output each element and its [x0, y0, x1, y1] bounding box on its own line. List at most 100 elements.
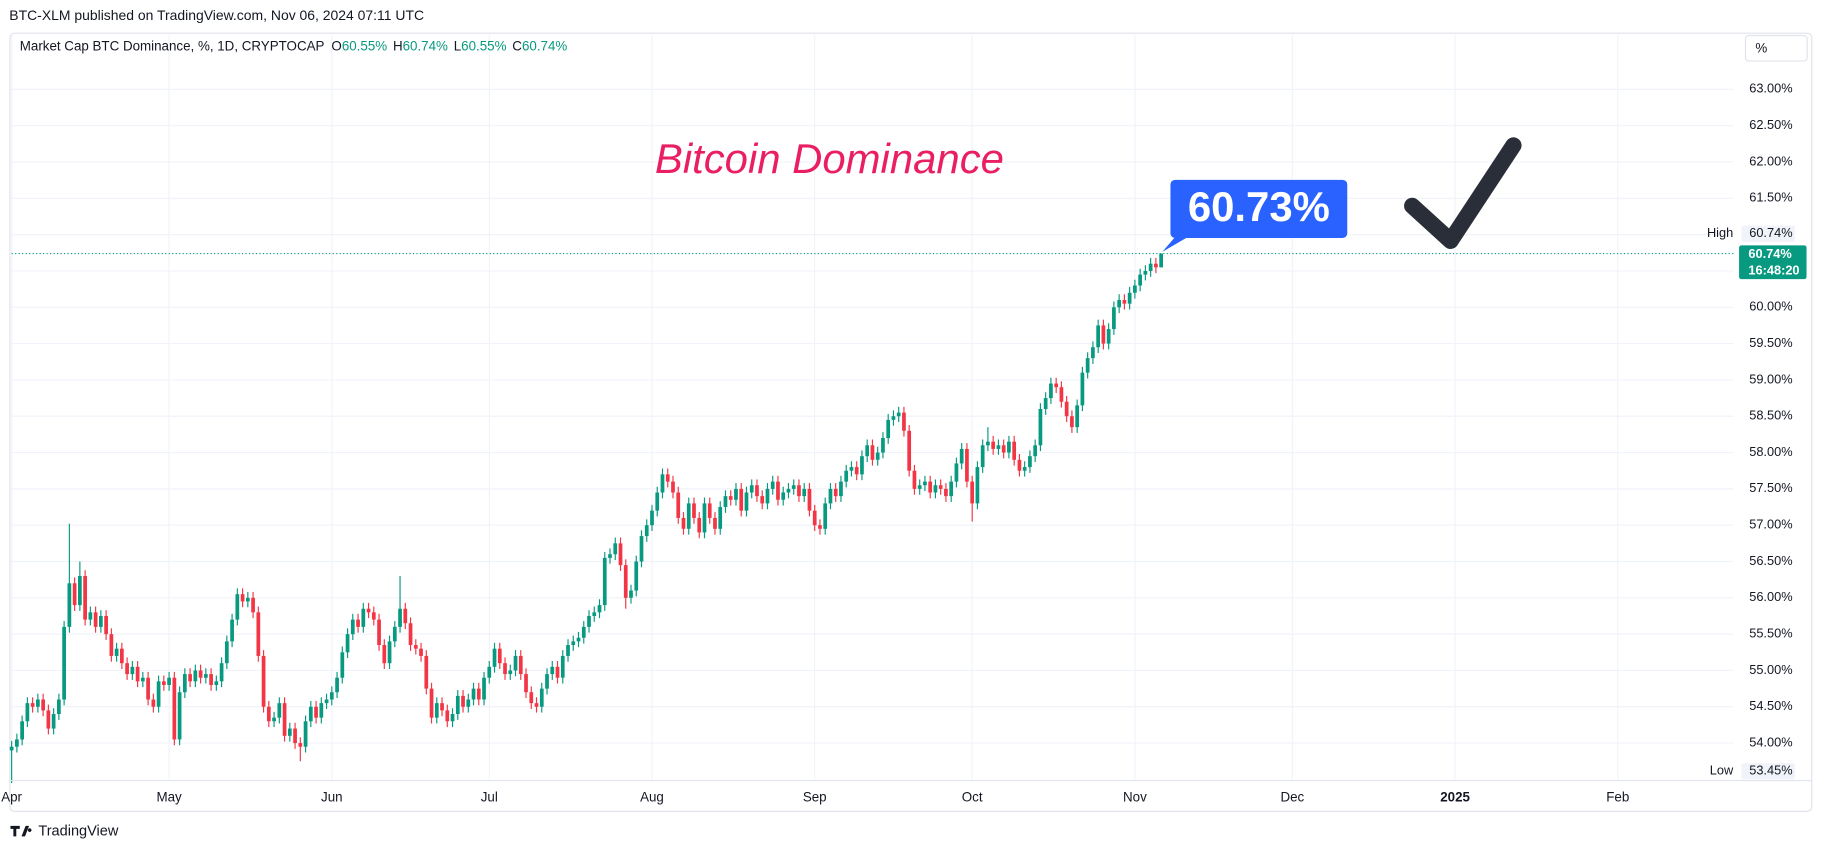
candle-body: [261, 655, 266, 707]
candle-body: [739, 488, 744, 511]
candle-body: [471, 688, 476, 700]
candle-body: [482, 677, 486, 700]
candle-body: [282, 703, 287, 736]
candle-body: [93, 612, 98, 627]
candle-body: [849, 467, 854, 471]
candle-body: [177, 692, 182, 740]
candle-body: [760, 496, 765, 504]
countdown: 16:48:20: [1748, 262, 1799, 277]
candle-body: [1054, 383, 1059, 388]
candle-body: [20, 721, 24, 740]
candle-body: [1143, 270, 1148, 275]
candle-body: [576, 637, 581, 642]
candle-body: [865, 445, 870, 457]
candle-body: [650, 510, 654, 526]
candle-body: [224, 641, 229, 664]
candle-body: [387, 641, 392, 664]
candle-body: [744, 492, 749, 511]
unit-button[interactable]: [1744, 34, 1808, 62]
candle-body: [608, 554, 612, 558]
candle-body: [78, 576, 82, 606]
candle-body: [592, 612, 597, 616]
footer-brand: TradingView: [38, 824, 118, 840]
candle-body: [912, 470, 917, 489]
candle-body: [692, 503, 696, 518]
candle-body: [807, 488, 812, 511]
candle-body: [30, 703, 35, 707]
candle-body: [1033, 445, 1038, 457]
candle-body: [571, 641, 576, 646]
candle-body: [1070, 416, 1074, 428]
candle-body: [140, 677, 145, 682]
candle-body: [450, 714, 455, 722]
candle-body: [644, 525, 649, 537]
candle-body: [335, 677, 339, 693]
candle-body: [413, 645, 418, 649]
unit-button-label[interactable]: %: [1755, 40, 1767, 55]
candle-body: [681, 517, 686, 529]
candle-body: [587, 615, 591, 627]
candle-body: [492, 648, 497, 667]
candle-body: [476, 688, 481, 700]
last-price-label: 60.74%: [1748, 246, 1792, 261]
candle-body: [786, 488, 791, 493]
candle-body: [550, 666, 555, 675]
candle-body: [287, 728, 292, 736]
legend-value: 60.55%: [461, 38, 506, 53]
candle-body: [833, 488, 838, 497]
y-tick-label: 57.00%: [1749, 517, 1792, 532]
candle-body: [172, 677, 177, 740]
last-price-box: [1739, 245, 1807, 280]
candle-body: [954, 463, 959, 482]
candle-body: [114, 648, 119, 656]
high-marker-text: High: [1707, 225, 1733, 240]
x-tick-label: Apr: [1, 790, 22, 805]
candle-body: [828, 488, 833, 504]
candle-body: [917, 485, 922, 489]
candle-body: [167, 677, 171, 685]
y-tick-label: 59.00%: [1749, 371, 1792, 386]
candle-body: [398, 608, 402, 627]
candle-body: [602, 557, 607, 606]
candle-body: [219, 663, 224, 682]
candle-body: [959, 448, 964, 464]
candle-body: [581, 626, 586, 638]
candle-body: [1106, 329, 1111, 344]
y-tick-label: 56.50%: [1749, 553, 1792, 568]
x-tick-label: Aug: [640, 790, 664, 805]
candle-body: [781, 492, 786, 500]
candle-body: [697, 517, 702, 533]
y-tick-label: 54.00%: [1749, 734, 1792, 749]
candle-body: [1159, 253, 1163, 268]
candle-body: [209, 674, 213, 685]
candle-body: [996, 445, 1001, 449]
candle-body: [875, 452, 880, 460]
candle-body: [1022, 467, 1027, 471]
candle-body: [629, 590, 633, 598]
legend-key: O: [331, 38, 341, 53]
candle-body: [896, 412, 901, 417]
candle-body: [665, 474, 670, 482]
candle-body: [723, 496, 728, 508]
candle-body: [1127, 292, 1132, 304]
checkmark: [1404, 137, 1522, 249]
candle-body: [1075, 405, 1080, 428]
candle-body: [933, 485, 938, 493]
candle-body: [434, 703, 439, 718]
candle-body: [539, 688, 544, 707]
candle-body: [823, 503, 828, 529]
candle-body: [361, 608, 366, 627]
candle-body: [51, 714, 56, 729]
candle-body: [245, 597, 250, 602]
candle-body: [240, 594, 245, 602]
candle-body: [193, 670, 198, 682]
candle-body: [1122, 300, 1127, 304]
candle-body: [366, 608, 371, 613]
candle-body: [1001, 445, 1006, 453]
candle-body: [513, 655, 518, 671]
candle-body: [324, 699, 329, 704]
y-tick-label: 58.50%: [1749, 408, 1792, 423]
candle-body: [371, 612, 376, 620]
candle-body: [83, 576, 87, 620]
candle-body: [188, 674, 192, 682]
